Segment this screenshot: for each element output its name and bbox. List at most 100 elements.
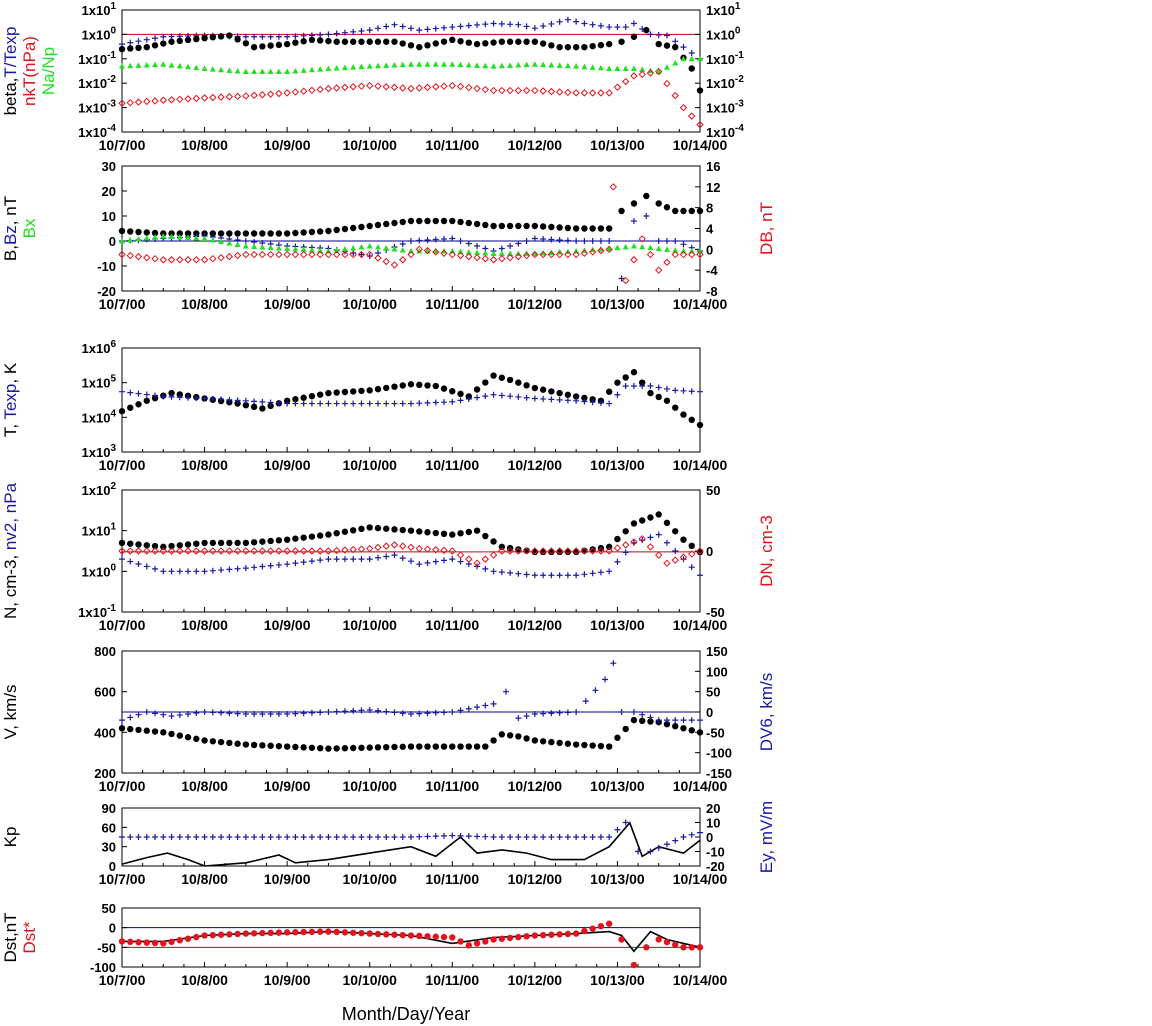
p4-data-point [630, 520, 638, 527]
p2-series-b [118, 192, 704, 237]
p4-data-point [399, 542, 407, 550]
p2-data-point [383, 220, 390, 228]
p5-data-point [556, 739, 563, 747]
p6-data-point [399, 834, 406, 840]
p5-data-point [135, 726, 142, 734]
p4-data-point [383, 553, 390, 560]
p3-data-point [424, 399, 431, 406]
p3-data-point [597, 399, 604, 406]
p4-data-point [539, 548, 547, 556]
p5-ytick-label: 200 [94, 766, 116, 781]
p4-data-point [374, 554, 381, 561]
p5-data-point [300, 710, 307, 717]
p4-data-point [192, 547, 201, 555]
p4-data-point [251, 564, 258, 571]
p7-data-point [506, 934, 514, 942]
p4-data-point [482, 565, 489, 572]
p3-data-point [507, 393, 514, 400]
p2-data-point [267, 244, 274, 250]
p1-data-point [168, 33, 175, 40]
p1-data-point [564, 43, 572, 51]
p5-data-point [308, 744, 316, 751]
p5-data-point [292, 743, 299, 751]
p6-data-point [366, 834, 373, 840]
p4-data-point [358, 525, 365, 533]
p3-ylabel-part: Texp [1, 384, 20, 420]
p2-data-point [234, 230, 241, 237]
p5-data-point [341, 708, 348, 715]
p2-data-point [514, 252, 523, 261]
p3-xtick-label: 10/14/00 [673, 457, 728, 473]
p1-data-point [259, 33, 266, 40]
p3-data-point [515, 393, 522, 400]
p2-data-point [630, 218, 637, 224]
p2-data-point [225, 252, 234, 261]
p4-data-point [357, 545, 366, 553]
p7-data-point [118, 938, 126, 945]
p1-data-point [465, 39, 472, 46]
p4-data-point [176, 568, 183, 575]
p1-data-point [159, 96, 167, 104]
p7-ylabel-part: Dst,nT [1, 912, 20, 962]
p7-data-point [308, 928, 316, 936]
p4-data-point [555, 547, 564, 555]
p2-data-point [127, 228, 134, 235]
p1-data-point [556, 62, 563, 68]
p1-data-point [325, 31, 332, 38]
p4-data-point [193, 568, 200, 575]
p4-data-point [399, 526, 406, 534]
p4-ytick-label: 1x10-1 [78, 603, 116, 620]
p6-right-tick-label: -10 [706, 845, 725, 860]
p1-data-point [597, 41, 605, 49]
p1-data-point [440, 82, 448, 90]
p7-data-point [498, 935, 506, 942]
p1-data-point [638, 70, 646, 79]
p3-data-point [325, 400, 332, 407]
p2-ylabel-part: B, [1, 245, 20, 261]
p1-data-point [680, 55, 687, 62]
p2-data-point [630, 200, 638, 207]
p4-data-point [324, 547, 333, 555]
p2-xtick-label: 10/9/00 [264, 296, 311, 312]
p5-data-point [333, 745, 340, 752]
p1-data-point [506, 38, 514, 45]
p3-data-point [432, 399, 439, 406]
p4-data-point [507, 569, 514, 576]
p4-data-point [383, 525, 390, 532]
p3-data-point [606, 400, 613, 407]
p5-data-point [184, 734, 192, 741]
p1-data-point [564, 62, 571, 69]
p2-data-point [134, 252, 143, 261]
p7-data-point [366, 930, 373, 937]
p3-ytick-label: 1x103 [82, 443, 117, 460]
p3-data-point [358, 387, 365, 395]
p1-data-point [300, 67, 307, 73]
p2-right-tick-label: -8 [706, 284, 718, 299]
p3-data-point [556, 396, 563, 403]
p1-data-point [251, 33, 258, 40]
p5-data-point [449, 743, 456, 750]
p2-data-point [440, 249, 448, 257]
p5-data-point [176, 712, 183, 719]
p2-data-point [498, 250, 505, 256]
p2-data-point [663, 246, 670, 252]
p6-series-kp [121, 821, 701, 867]
p7-data-point [151, 939, 159, 947]
p6-ytick-label: 0 [109, 859, 116, 874]
p4-data-point [259, 538, 266, 545]
p2-data-point [226, 230, 233, 237]
p1-data-point [374, 82, 382, 90]
p3-data-point [548, 388, 555, 395]
p5-data-point [143, 709, 150, 715]
p7-xtick-label: 10/11/00 [425, 972, 479, 988]
p3-data-point [168, 393, 175, 400]
p6-data-point [176, 834, 183, 840]
p1-data-point [151, 97, 159, 105]
p1-data-point [498, 38, 506, 45]
p2-data-point [291, 250, 300, 259]
p5-data-point [540, 710, 547, 717]
p6-data-point [432, 833, 439, 840]
p1-data-point [408, 25, 414, 32]
p3-data-point [383, 384, 390, 392]
p1-xtick-label: 10/12/00 [508, 137, 563, 153]
